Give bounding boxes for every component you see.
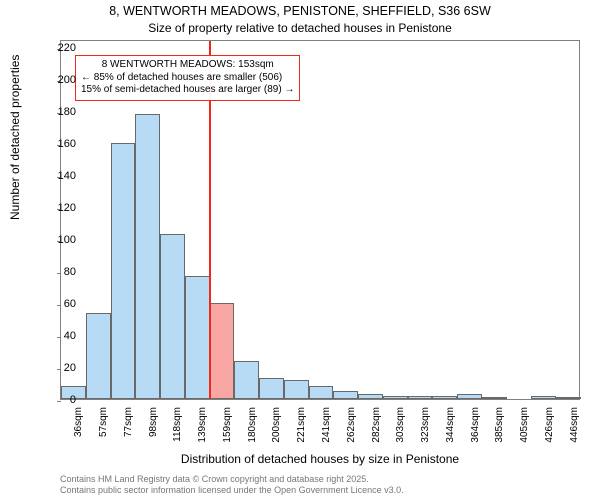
x-tick-label: 98sqm — [148, 407, 159, 447]
bar — [234, 361, 259, 399]
x-tick-label: 241sqm — [321, 407, 332, 447]
bar — [383, 396, 408, 399]
x-tick-label: 159sqm — [222, 407, 233, 447]
y-tick-label: 160 — [58, 138, 76, 150]
y-tick-label: 0 — [70, 394, 76, 406]
bar — [185, 276, 210, 399]
bar — [333, 391, 358, 399]
bar — [309, 386, 334, 399]
bar-highlight — [210, 303, 235, 399]
x-tick-label: 221sqm — [296, 407, 307, 447]
bar — [259, 378, 284, 399]
annotation-line-3: 15% of semi-detached houses are larger (… — [81, 84, 294, 97]
x-tick-label: 426sqm — [544, 407, 555, 447]
bar — [482, 397, 507, 399]
bar — [358, 394, 383, 399]
x-tick-label: 323sqm — [420, 407, 431, 447]
y-tick-label: 120 — [58, 202, 76, 214]
y-tick-label: 140 — [58, 170, 76, 182]
y-tick-label: 200 — [58, 74, 76, 86]
y-axis-label: Number of detached properties — [8, 55, 22, 220]
x-tick-label: 139sqm — [197, 407, 208, 447]
bar — [531, 396, 556, 399]
bar — [86, 313, 111, 399]
x-tick-label: 77sqm — [123, 407, 134, 447]
y-tick-mark — [57, 369, 61, 370]
y-tick-mark — [57, 305, 61, 306]
y-tick-label: 180 — [58, 106, 76, 118]
bar — [457, 394, 482, 399]
x-axis-label: Distribution of detached houses by size … — [60, 452, 580, 466]
y-tick-mark — [57, 401, 61, 402]
x-tick-label: 405sqm — [519, 407, 530, 447]
chart-container: 8, WENTWORTH MEADOWS, PENISTONE, SHEFFIE… — [0, 0, 600, 500]
bar — [111, 143, 136, 399]
credits-text: Contains HM Land Registry data © Crown c… — [60, 474, 404, 497]
x-tick-label: 364sqm — [470, 407, 481, 447]
x-tick-label: 180sqm — [247, 407, 258, 447]
y-tick-mark — [57, 273, 61, 274]
annotation-line-2: ← 85% of detached houses are smaller (50… — [81, 72, 294, 85]
x-tick-label: 303sqm — [395, 407, 406, 447]
y-tick-mark — [57, 337, 61, 338]
y-tick-label: 60 — [64, 298, 76, 310]
x-tick-label: 446sqm — [569, 407, 580, 447]
bar — [284, 380, 309, 399]
x-tick-label: 262sqm — [346, 407, 357, 447]
bar — [160, 234, 185, 399]
bar — [432, 396, 457, 399]
x-tick-label: 282sqm — [371, 407, 382, 447]
x-tick-label: 36sqm — [73, 407, 84, 447]
y-tick-label: 40 — [64, 330, 76, 342]
x-tick-label: 118sqm — [172, 407, 183, 447]
annotation-line-1: 8 WENTWORTH MEADOWS: 153sqm — [81, 59, 294, 72]
y-tick-label: 220 — [58, 42, 76, 54]
y-tick-label: 20 — [64, 362, 76, 374]
y-tick-label: 100 — [58, 234, 76, 246]
bar — [135, 114, 160, 399]
chart-title-main: 8, WENTWORTH MEADOWS, PENISTONE, SHEFFIE… — [0, 4, 600, 18]
x-tick-label: 57sqm — [98, 407, 109, 447]
bar — [556, 397, 581, 399]
plot-area: 36sqm57sqm77sqm98sqm118sqm139sqm159sqm18… — [60, 40, 580, 400]
x-tick-label: 385sqm — [494, 407, 505, 447]
x-tick-label: 200sqm — [271, 407, 282, 447]
x-tick-label: 344sqm — [445, 407, 456, 447]
bar — [408, 396, 433, 399]
chart-title-sub: Size of property relative to detached ho… — [0, 21, 600, 35]
y-tick-label: 80 — [64, 266, 76, 278]
annotation-box: 8 WENTWORTH MEADOWS: 153sqm← 85% of deta… — [75, 55, 300, 101]
